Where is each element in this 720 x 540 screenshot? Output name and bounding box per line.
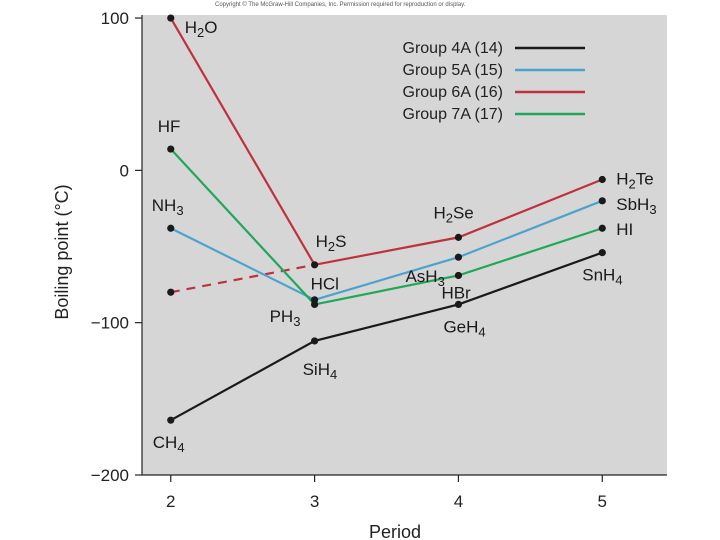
compound-label-ph3: PH3 bbox=[270, 307, 301, 329]
x-tick-label: 2 bbox=[166, 492, 175, 511]
point-4a-period-2 bbox=[167, 416, 175, 424]
compound-label-h2te: H2Te bbox=[616, 170, 653, 192]
y-tick-label: −200 bbox=[91, 466, 129, 485]
compound-label-hi: HI bbox=[616, 220, 633, 239]
legend-label-7a: Group 7A (17) bbox=[403, 106, 504, 123]
series-6a-line bbox=[169, 17, 603, 267]
y-tick-label: 0 bbox=[120, 161, 129, 180]
compound-label-sih4: SiH4 bbox=[303, 360, 338, 382]
x-axis-title: Period bbox=[369, 522, 421, 540]
series-7a-line bbox=[169, 148, 603, 306]
point-6a-period-3 bbox=[311, 261, 319, 269]
point-4a-period-5 bbox=[598, 249, 606, 257]
compound-label-hf: HF bbox=[158, 117, 181, 136]
legend-label-6a: Group 6A (16) bbox=[403, 84, 504, 101]
point-6a-period-5 bbox=[598, 175, 606, 184]
legend-label-4a: Group 4A (14) bbox=[403, 40, 504, 57]
series-6a-extrapolated-line bbox=[170, 263, 315, 294]
compound-label-geh4: GeH4 bbox=[443, 317, 485, 339]
y-tick-label: −100 bbox=[91, 314, 129, 333]
x-tick-label: 3 bbox=[310, 492, 319, 511]
y-axis-title: Boiling point (°C) bbox=[52, 184, 72, 319]
copyright-notice: Copyright © The McGraw-Hill Companies, I… bbox=[215, 1, 466, 8]
compound-label-h2s: H2S bbox=[316, 232, 347, 254]
x-tick-label: 5 bbox=[598, 492, 607, 511]
point-7a-period-5 bbox=[598, 224, 606, 232]
legend-label-5a: Group 5A (15) bbox=[403, 62, 504, 79]
point-6a-period-2 bbox=[167, 14, 175, 22]
point-7a-period-4 bbox=[454, 271, 463, 280]
x-tick-label: 4 bbox=[454, 492, 463, 511]
point-5a-period-5 bbox=[598, 197, 606, 205]
series-5a-line bbox=[170, 199, 603, 302]
compound-label-hcl: HCl bbox=[311, 274, 339, 293]
series-6a-extrapolated-point bbox=[167, 288, 175, 296]
point-7a-period-2 bbox=[167, 145, 175, 153]
compound-label-h2o: H2O bbox=[185, 18, 218, 40]
point-5a-period-2 bbox=[167, 224, 175, 232]
compound-label-h2se: H2Se bbox=[433, 203, 473, 225]
compound-label-snh4: SnH4 bbox=[582, 266, 622, 288]
compound-label-hbr: HBr bbox=[441, 283, 471, 302]
compound-label-sbh3: SbH3 bbox=[616, 195, 656, 217]
y-tick-label: 100 bbox=[101, 9, 129, 28]
point-4a-period-4 bbox=[454, 300, 463, 309]
compound-label-nh3: NH3 bbox=[152, 196, 184, 218]
point-6a-period-4 bbox=[454, 233, 463, 241]
point-7a-period-3 bbox=[311, 300, 319, 309]
compound-label-ash3: AsH3 bbox=[405, 267, 444, 289]
point-4a-period-3 bbox=[311, 337, 319, 345]
compound-label-ch4: CH4 bbox=[153, 433, 185, 455]
series-4a-line bbox=[170, 251, 603, 422]
point-5a-period-4 bbox=[454, 253, 463, 261]
